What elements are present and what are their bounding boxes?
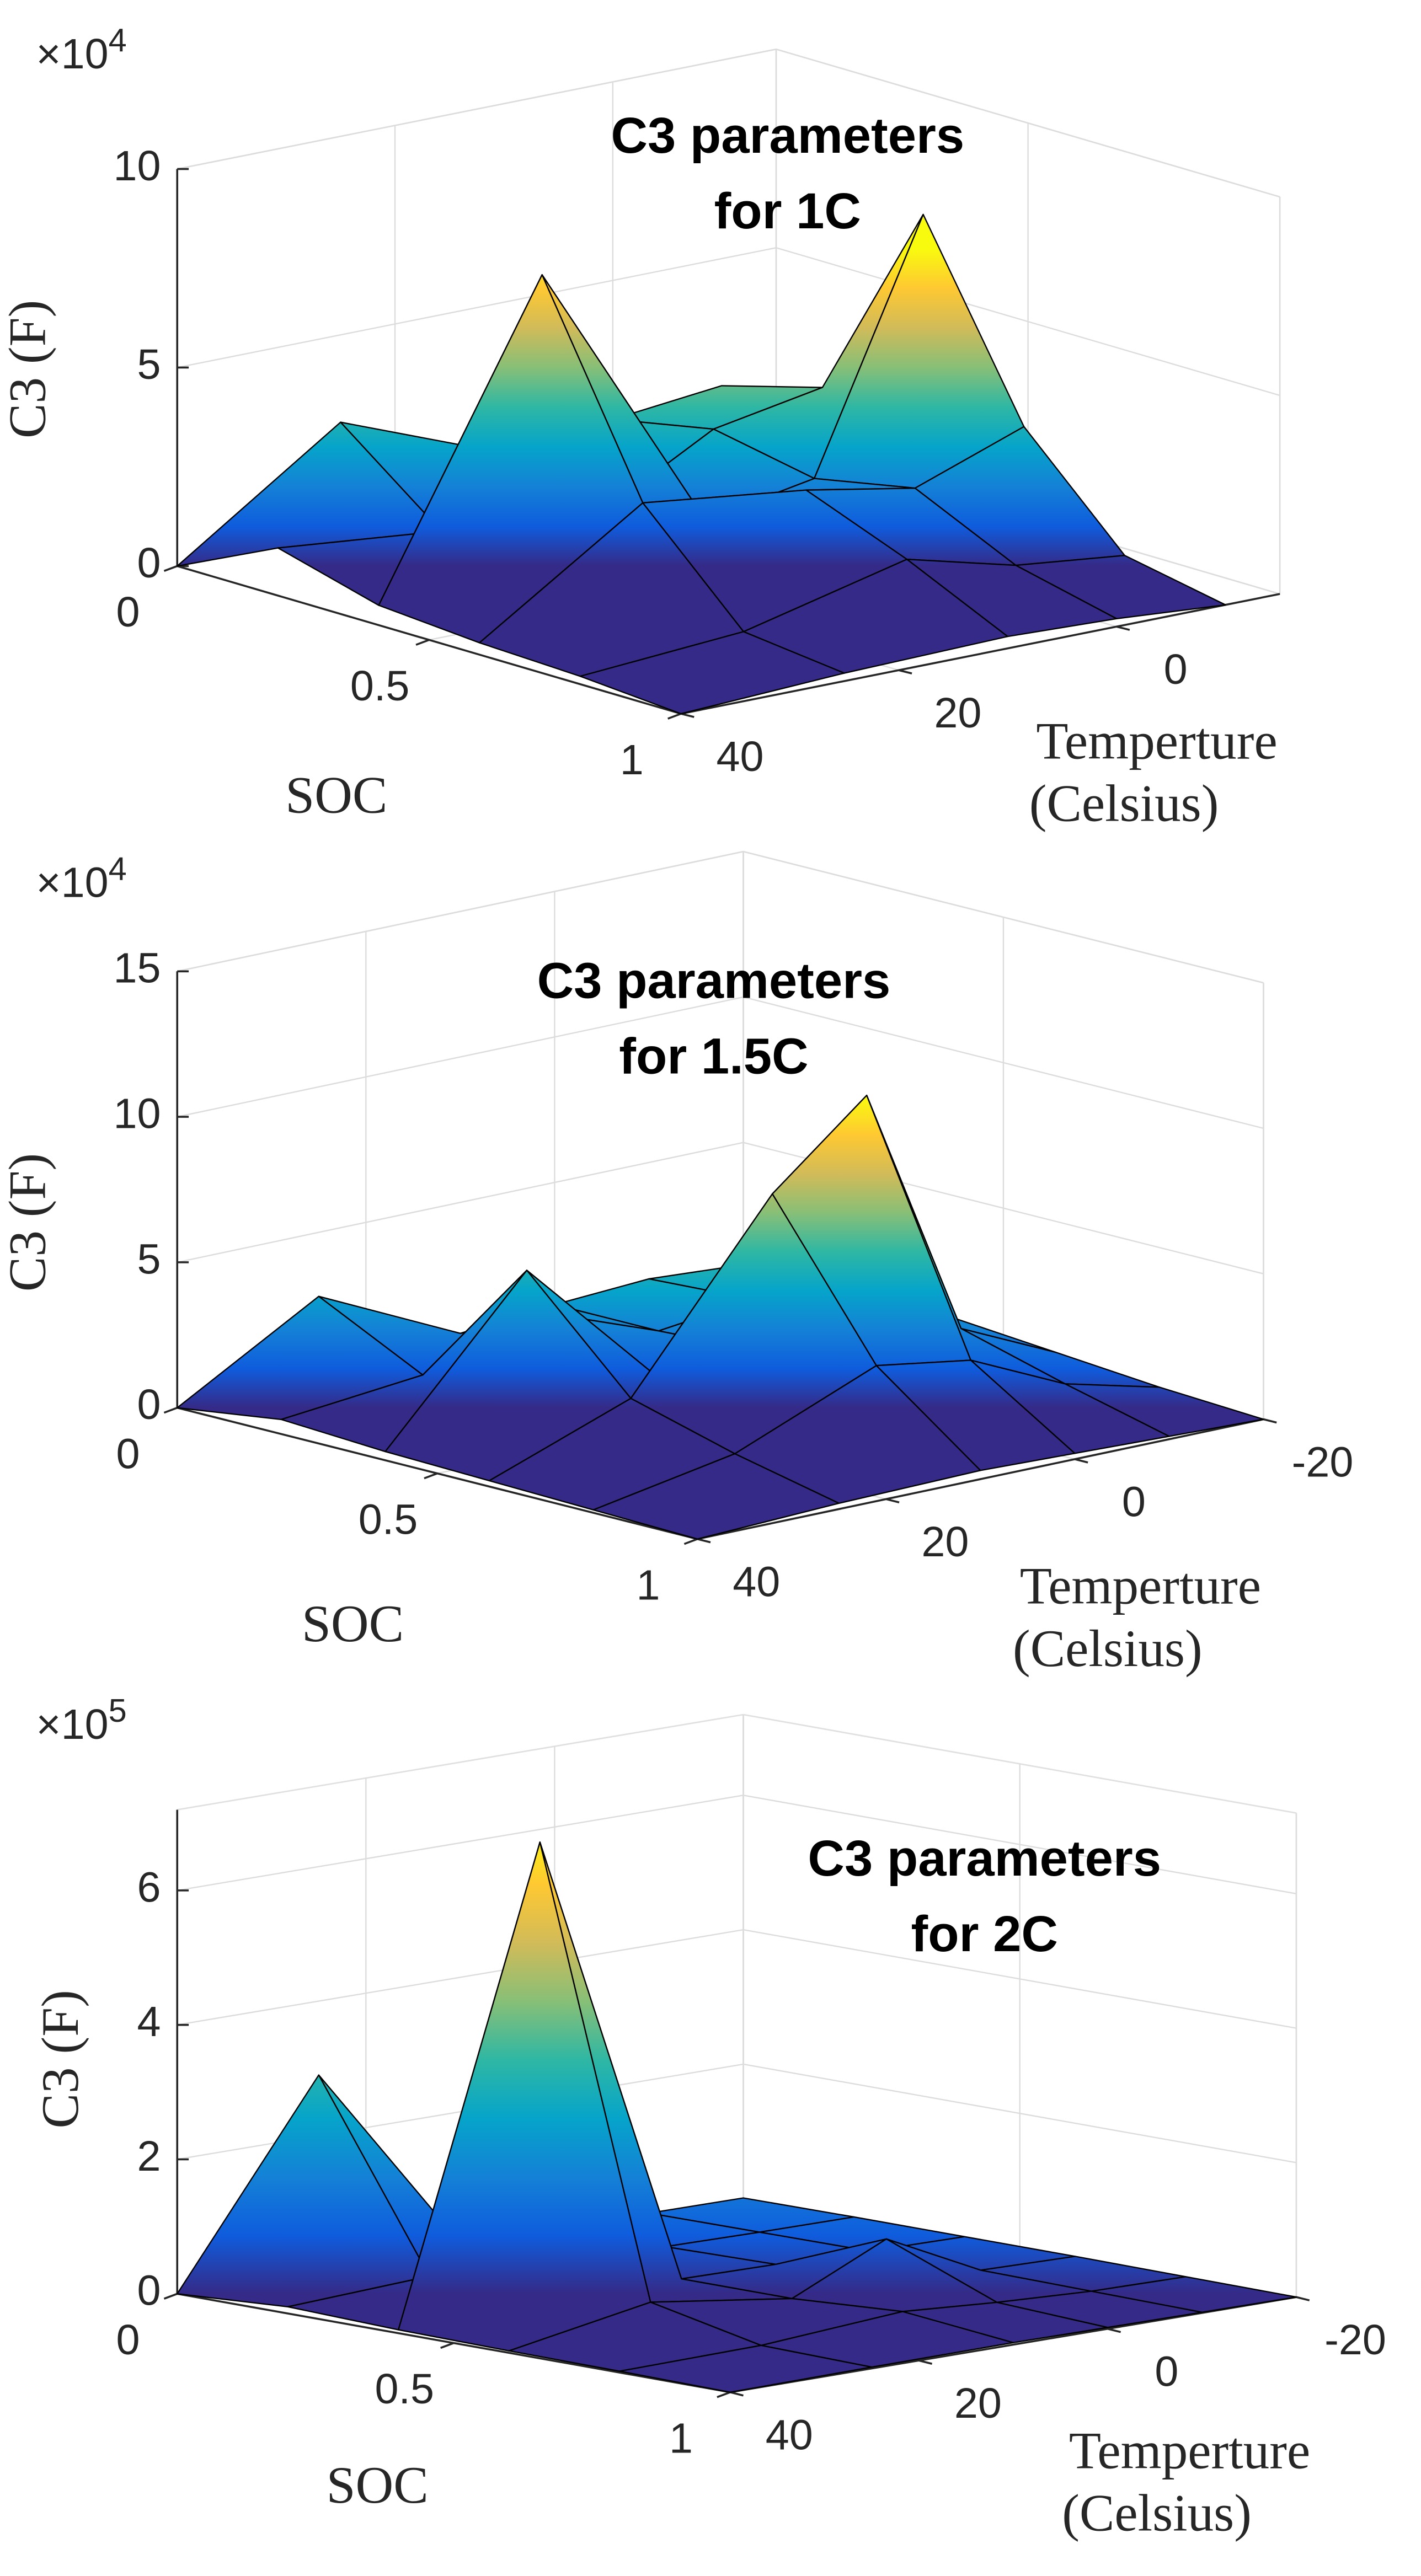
multiplier-exponent: 4 bbox=[109, 22, 127, 58]
y-axis bbox=[730, 2296, 1297, 2393]
x-tick-label: 0.5 bbox=[350, 662, 409, 710]
x-tick-label: 0.5 bbox=[375, 2365, 434, 2413]
grid-line bbox=[177, 49, 777, 170]
x-axis-label: SOC bbox=[302, 1594, 404, 1653]
y-tick-label: 40 bbox=[766, 2412, 813, 2459]
tick-mark bbox=[1296, 2296, 1310, 2301]
multiplier-base: ×10 bbox=[36, 31, 108, 78]
tick-mark bbox=[697, 1538, 711, 1544]
z-tick-label: 4 bbox=[137, 1998, 161, 2045]
y-tick-label: 20 bbox=[934, 689, 981, 737]
x-tick-label: 0 bbox=[116, 1430, 140, 1477]
box-edge bbox=[177, 1713, 744, 1811]
z-tick-label: 0 bbox=[137, 2267, 161, 2315]
z-axis-label: C3 (F) bbox=[31, 1990, 89, 2128]
grid-line bbox=[177, 1929, 744, 2026]
grid-line bbox=[177, 2063, 744, 2160]
y-tick-label: -20 bbox=[1324, 2316, 1386, 2364]
tick-mark bbox=[681, 713, 695, 718]
multiplier-exponent: 5 bbox=[109, 1692, 127, 1729]
z-tick-label: 10 bbox=[114, 142, 161, 190]
x-axis-label: SOC bbox=[285, 766, 387, 824]
chart-title: for 1C bbox=[714, 183, 861, 239]
z-axis-label: C3 (F) bbox=[0, 300, 56, 438]
y-axis bbox=[697, 1418, 1264, 1540]
x-axis-label: SOC bbox=[327, 2456, 429, 2514]
tick-mark bbox=[1107, 2328, 1121, 2333]
x-tick-label: 1 bbox=[620, 736, 644, 784]
y-axis-label: Temperture bbox=[1036, 712, 1277, 770]
tick-mark bbox=[163, 565, 178, 572]
z-tick-label: 0 bbox=[137, 539, 161, 587]
z-axis-label: C3 (F) bbox=[0, 1153, 56, 1292]
surface-face bbox=[619, 2344, 873, 2393]
y-tick-label: 0 bbox=[1164, 646, 1188, 693]
x-tick-label: 0.5 bbox=[359, 1496, 418, 1543]
y-tick-label: 0 bbox=[1122, 1479, 1146, 1526]
chart-title: C3 parameters bbox=[611, 107, 964, 164]
tick-mark bbox=[683, 1538, 698, 1545]
surface-face bbox=[579, 631, 845, 715]
y-tick-label: 20 bbox=[954, 2380, 1002, 2427]
multiplier-exponent: 4 bbox=[109, 850, 127, 887]
tick-mark bbox=[1116, 625, 1130, 631]
x-tick-label: 0 bbox=[116, 2316, 140, 2364]
tick-mark bbox=[1263, 1418, 1277, 1424]
x-tick-label: 0 bbox=[116, 588, 140, 636]
grid-line bbox=[177, 1795, 744, 1892]
z-tick-label: 2 bbox=[137, 2133, 161, 2180]
y-axis-label: (Celsius) bbox=[1029, 774, 1219, 833]
z-tick-label: 6 bbox=[137, 1863, 161, 1911]
y-tick-label: -20 bbox=[1292, 1438, 1354, 1486]
tick-mark bbox=[717, 2391, 731, 2398]
tick-mark bbox=[918, 2359, 933, 2365]
grid-line bbox=[177, 247, 777, 368]
tick-mark bbox=[898, 669, 912, 674]
z-tick-label: 5 bbox=[137, 341, 161, 388]
z-tick-label: 10 bbox=[114, 1090, 161, 1138]
y-axis-label: Temperture bbox=[1020, 1557, 1261, 1615]
tick-mark bbox=[885, 1498, 900, 1503]
tick-mark bbox=[415, 639, 430, 646]
tick-mark bbox=[730, 2391, 744, 2397]
y-tick-label: 40 bbox=[717, 733, 764, 780]
y-axis bbox=[681, 593, 1280, 715]
z-multiplier: ×104 bbox=[36, 850, 126, 907]
y-tick-label: 40 bbox=[733, 1558, 780, 1605]
multiplier-base: ×10 bbox=[36, 1701, 108, 1748]
y-tick-label: 20 bbox=[921, 1518, 969, 1566]
tick-mark bbox=[163, 2293, 178, 2300]
chart-title: C3 parameters bbox=[537, 952, 891, 1009]
y-axis-label: Temperture bbox=[1069, 2422, 1310, 2480]
z-tick-label: 15 bbox=[114, 945, 161, 992]
tick-mark bbox=[440, 2342, 455, 2349]
x-tick-label: 1 bbox=[636, 1561, 660, 1609]
multiplier-base: ×10 bbox=[36, 859, 108, 907]
grid-line bbox=[177, 1142, 744, 1263]
grid-line bbox=[177, 850, 744, 972]
z-multiplier: ×105 bbox=[36, 1692, 126, 1749]
tick-mark bbox=[667, 713, 682, 720]
surface-face bbox=[592, 1453, 840, 1540]
z-tick-label: 5 bbox=[137, 1235, 161, 1283]
grid-line bbox=[177, 996, 744, 1118]
tick-mark bbox=[424, 1472, 438, 1480]
chart-title: for 1.5C bbox=[619, 1027, 808, 1084]
y-axis-label: (Celsius) bbox=[1062, 2484, 1252, 2542]
x-tick-label: 1 bbox=[669, 2414, 693, 2462]
y-axis-label: (Celsius) bbox=[1013, 1619, 1203, 1678]
tick-mark bbox=[1074, 1458, 1088, 1464]
chart-title: C3 parameters bbox=[808, 1830, 1161, 1887]
chart-title: for 2C bbox=[911, 1905, 1058, 1962]
y-tick-label: 0 bbox=[1155, 2348, 1178, 2395]
tick-mark bbox=[163, 1407, 178, 1414]
z-tick-label: 0 bbox=[137, 1381, 161, 1428]
z-multiplier: ×104 bbox=[36, 22, 126, 78]
